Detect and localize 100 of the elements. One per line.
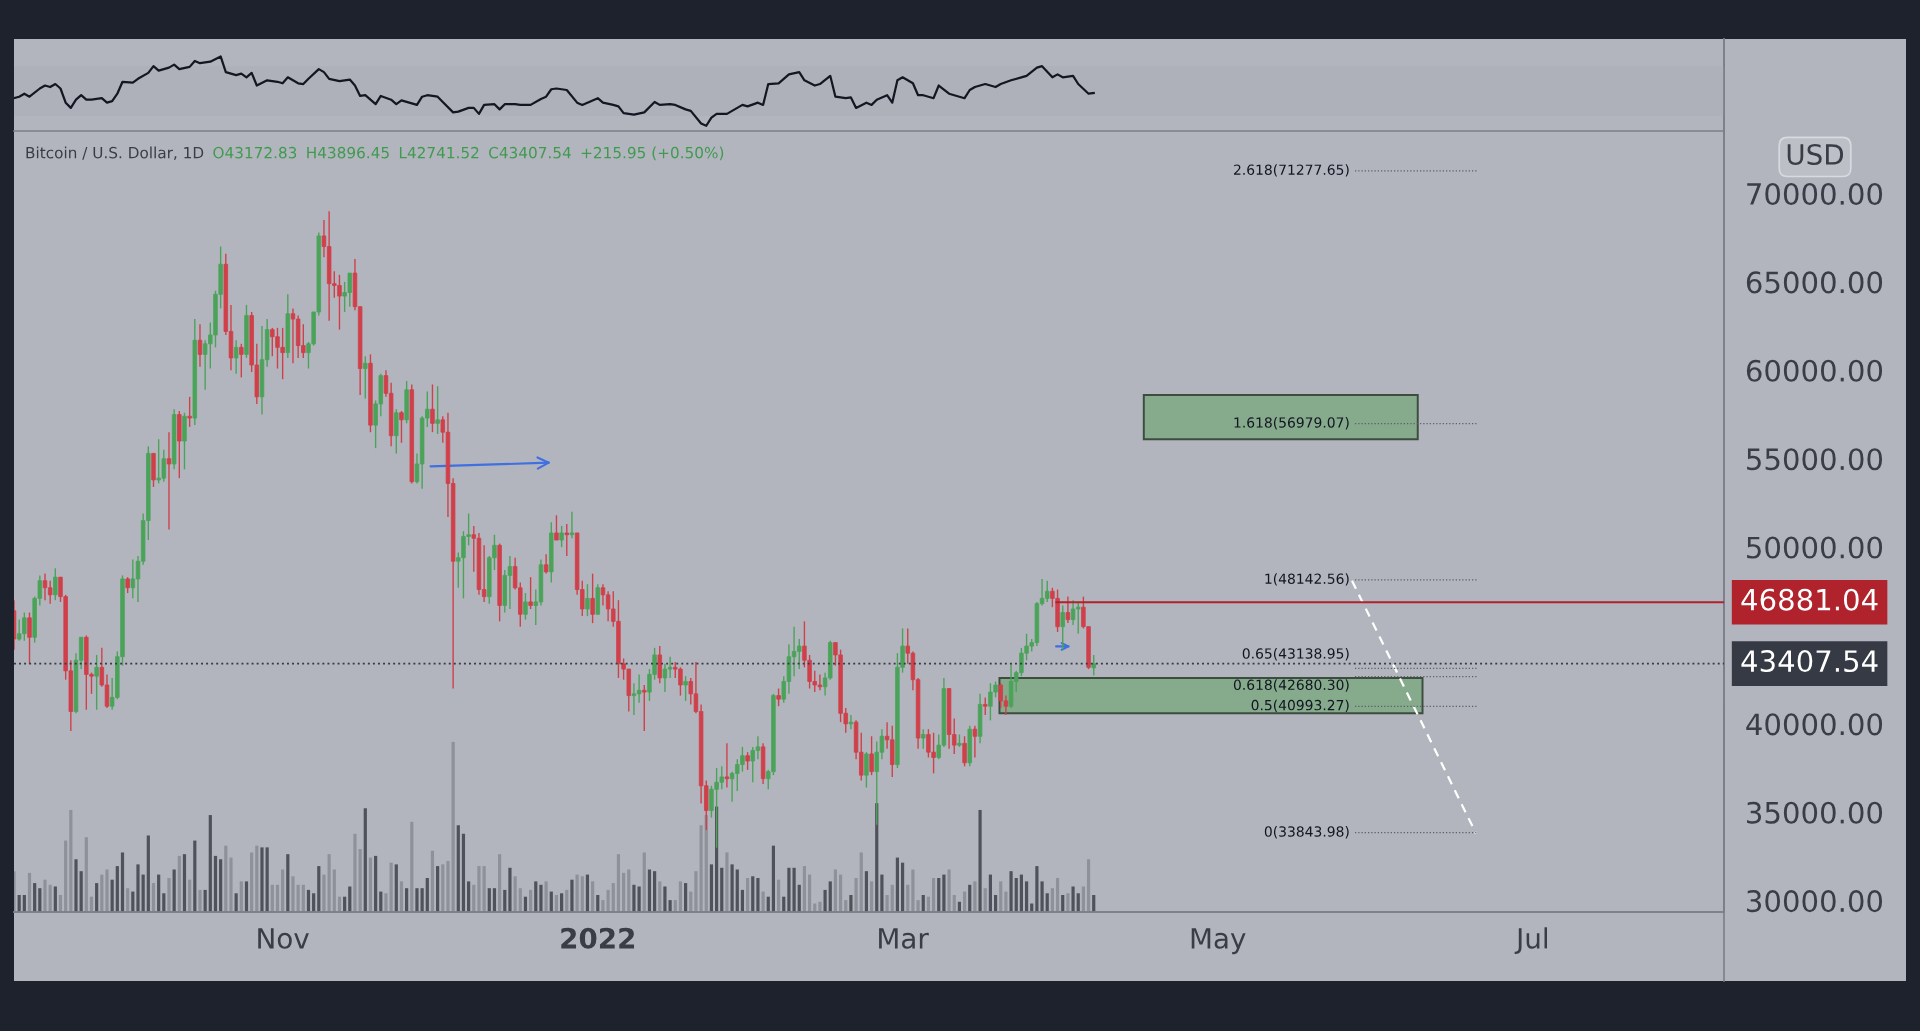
bar [725,852,729,912]
bar [1076,893,1080,912]
y-tick-label: 70000.00 [1747,182,1883,206]
bar [348,886,352,912]
bar [1066,893,1070,912]
bar [983,888,987,912]
bar [859,852,863,912]
bar [126,888,130,912]
bar [1086,859,1091,912]
bar [756,877,760,912]
candlestick [864,751,869,789]
bar [838,874,843,912]
bar [286,854,290,912]
bar [394,864,398,912]
bar [193,840,197,912]
bar [854,877,858,912]
annotation: +215.95 (+0.50%) [581,146,724,161]
candlestick [543,553,549,575]
bar [188,879,192,912]
bar [616,854,621,912]
y-tick-label: 60000.00 [1746,359,1883,382]
x-tick-label: 2022 [561,927,635,949]
y-axis-title: USD [1787,144,1844,166]
bar [823,889,827,912]
x-tick-label: Jul [1514,927,1547,954]
bar [157,874,161,912]
bar [363,808,367,912]
bar [947,869,951,912]
bar [663,886,667,912]
ref-line-label: 0.618(42680.30) [1233,679,1349,692]
bar [513,876,517,912]
bar [239,881,243,912]
bar [110,879,114,912]
bar [198,889,202,912]
candlestick [239,343,244,379]
bar [684,883,688,912]
bar [270,884,274,912]
bar [585,874,590,912]
bar [456,825,460,912]
bar [260,847,264,912]
bar [27,872,32,912]
bar [745,877,750,912]
bar [95,883,99,912]
candlestick [27,611,32,665]
bar [415,888,419,912]
x-tick-label: Mar [879,928,929,949]
x-tick-label: Nov [258,928,309,949]
candlestick [130,558,136,600]
bar [177,855,181,912]
bar [575,874,579,912]
bar [115,866,119,912]
bar [182,854,187,912]
bar [430,850,435,912]
bar [973,881,977,912]
bar [1050,888,1054,912]
ref-line-label: 2.618(71277.65) [1234,164,1349,177]
candlestick [564,523,570,557]
bar [208,815,212,912]
candlestick [197,323,203,368]
bar [405,888,409,912]
bar [172,869,176,912]
bar [1014,877,1018,912]
bar [1055,877,1060,912]
bar [33,883,37,912]
ref-line-label: 1.618(56979.07) [1234,417,1349,430]
bar [281,869,285,912]
bar [544,881,548,912]
bar [38,888,42,912]
candlestick [554,514,559,541]
candlestick [569,511,575,539]
candlestick [559,525,564,548]
bar [642,852,646,912]
bar [317,866,321,912]
bar [869,881,874,912]
candlestick [642,684,647,732]
candlestick [848,714,854,730]
bar [771,845,776,912]
bar [436,866,440,912]
bar [1004,891,1008,912]
bar [709,864,714,912]
bar [968,884,972,912]
bar [937,877,941,912]
bar [988,874,993,912]
bar [570,879,574,912]
bar [53,886,57,912]
candlestick [657,645,662,684]
bar [167,877,171,912]
bar [410,821,414,912]
bar [730,864,734,912]
y-tick-label: 55000.00 [1747,448,1883,471]
bar [1071,886,1075,912]
candlestick [435,385,440,435]
bar [399,881,404,912]
bar [818,901,822,912]
bar [451,741,455,912]
bar [1024,881,1029,912]
bar [658,881,662,912]
annotation: L42741.52 [399,146,479,159]
bar [720,867,724,912]
candlestick [94,654,99,711]
